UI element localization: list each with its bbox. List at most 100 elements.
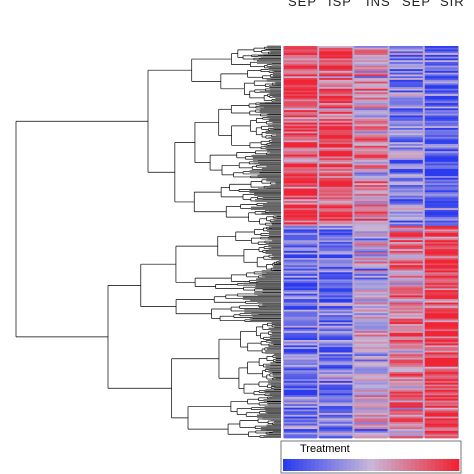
heatmap-cell bbox=[354, 242, 388, 245]
heatmap-cell bbox=[389, 375, 423, 378]
heatmap-cell bbox=[354, 240, 388, 243]
heatmap-cell bbox=[319, 136, 353, 140]
heatmap-cell bbox=[424, 135, 458, 138]
heatmap-cell bbox=[389, 281, 423, 284]
heatmap-cell bbox=[389, 366, 423, 369]
heatmap-cell bbox=[389, 338, 423, 341]
colorbar-segment bbox=[391, 459, 396, 471]
heatmap-cell bbox=[389, 357, 423, 360]
heatmap-cell bbox=[354, 402, 388, 405]
heatmap-cell bbox=[284, 291, 318, 295]
heatmap-cell bbox=[424, 293, 458, 296]
heatmap-cell bbox=[284, 104, 318, 107]
heatmap-cell bbox=[424, 245, 458, 248]
heatmap-cell bbox=[284, 275, 318, 279]
heatmap-cell bbox=[354, 391, 388, 394]
heatmap-cell bbox=[389, 279, 423, 282]
heatmap-cell bbox=[389, 181, 423, 184]
heatmap-cell bbox=[284, 72, 318, 75]
heatmap-cell bbox=[284, 208, 318, 211]
heatmap-cell bbox=[284, 158, 318, 161]
heatmap-cell bbox=[424, 211, 458, 214]
heatmap-cell bbox=[389, 120, 423, 124]
heatmap-cell bbox=[389, 133, 423, 136]
heatmap-cell bbox=[424, 277, 458, 280]
heatmap-cell bbox=[424, 384, 458, 387]
heatmap-cell bbox=[319, 368, 353, 371]
heatmap-cell bbox=[389, 90, 423, 93]
heatmap-cell bbox=[424, 136, 458, 140]
heatmap-cell bbox=[354, 279, 388, 282]
heatmap-cell bbox=[354, 54, 388, 58]
heatmap-cell bbox=[284, 46, 318, 49]
heatmap-cell bbox=[319, 302, 353, 305]
heatmap-cell bbox=[424, 286, 458, 289]
heatmap-cell bbox=[354, 380, 388, 384]
heatmap-cell bbox=[424, 323, 458, 327]
heatmap-cell bbox=[354, 389, 388, 393]
heatmap-cell bbox=[354, 120, 388, 124]
heatmap-cell bbox=[424, 238, 458, 241]
heatmap-cell bbox=[389, 384, 423, 387]
heatmap-cell bbox=[424, 416, 458, 419]
heatmap-cell bbox=[319, 145, 353, 148]
heatmap-cell bbox=[424, 388, 458, 391]
heatmap-cell bbox=[284, 231, 318, 234]
heatmap-cell bbox=[319, 388, 353, 391]
heatmap-cell bbox=[424, 140, 458, 143]
heatmap-cell bbox=[319, 160, 353, 163]
heatmap-cell bbox=[424, 347, 458, 350]
heatmap-cell bbox=[284, 331, 318, 334]
heatmap-cell bbox=[284, 274, 318, 277]
heatmap-cell bbox=[354, 95, 388, 99]
heatmap-cell bbox=[389, 325, 423, 328]
heatmap-cell bbox=[424, 380, 458, 384]
heatmap-cell bbox=[284, 290, 318, 293]
heatmap-cell bbox=[354, 168, 388, 172]
heatmap-cell bbox=[284, 341, 318, 344]
heatmap-cell bbox=[424, 124, 458, 127]
heatmap-cell bbox=[389, 361, 423, 364]
heatmap-cell bbox=[424, 83, 458, 86]
heatmap-cell bbox=[354, 129, 388, 132]
heatmap-cell bbox=[354, 149, 388, 152]
heatmap-cell bbox=[389, 110, 423, 113]
heatmap-cell bbox=[319, 181, 353, 184]
heatmap-cell bbox=[284, 418, 318, 421]
heatmap-cell bbox=[389, 113, 423, 116]
heatmap-cell bbox=[354, 354, 388, 357]
heatmap-cell bbox=[284, 58, 318, 61]
column-label: ISP bbox=[328, 0, 352, 9]
heatmap-cell bbox=[319, 103, 353, 106]
heatmap-cell bbox=[284, 372, 318, 375]
heatmap-cell bbox=[284, 60, 318, 63]
heatmap-cell bbox=[389, 261, 423, 264]
heatmap-cell bbox=[424, 379, 458, 382]
heatmap-cell bbox=[354, 179, 388, 182]
heatmap-cell bbox=[319, 348, 353, 352]
heatmap-cell bbox=[319, 238, 353, 241]
heatmap-cell bbox=[424, 259, 458, 262]
heatmap-cell bbox=[284, 352, 318, 355]
heatmap-cell bbox=[354, 299, 388, 302]
heatmap-cell bbox=[389, 359, 423, 362]
heatmap-cell bbox=[319, 147, 353, 150]
heatmap-cell bbox=[319, 65, 353, 68]
heatmap-cell bbox=[389, 74, 423, 77]
heatmap-cell bbox=[389, 275, 423, 279]
heatmap-cell bbox=[319, 268, 353, 271]
heatmap-cell bbox=[354, 209, 388, 213]
heatmap-cell bbox=[284, 65, 318, 68]
heatmap-cell bbox=[389, 291, 423, 295]
heatmap-cell bbox=[354, 99, 388, 102]
heatmap-cell bbox=[389, 263, 423, 266]
heatmap-cell bbox=[424, 243, 458, 246]
heatmap-cell bbox=[319, 236, 353, 239]
heatmap-cell bbox=[319, 307, 353, 311]
heatmap-cell bbox=[284, 113, 318, 116]
heatmap-cell bbox=[284, 354, 318, 357]
heatmap-cell bbox=[319, 190, 353, 193]
heatmap-cell bbox=[424, 192, 458, 195]
colorbar-segment bbox=[315, 459, 320, 471]
heatmap-cell bbox=[424, 261, 458, 264]
